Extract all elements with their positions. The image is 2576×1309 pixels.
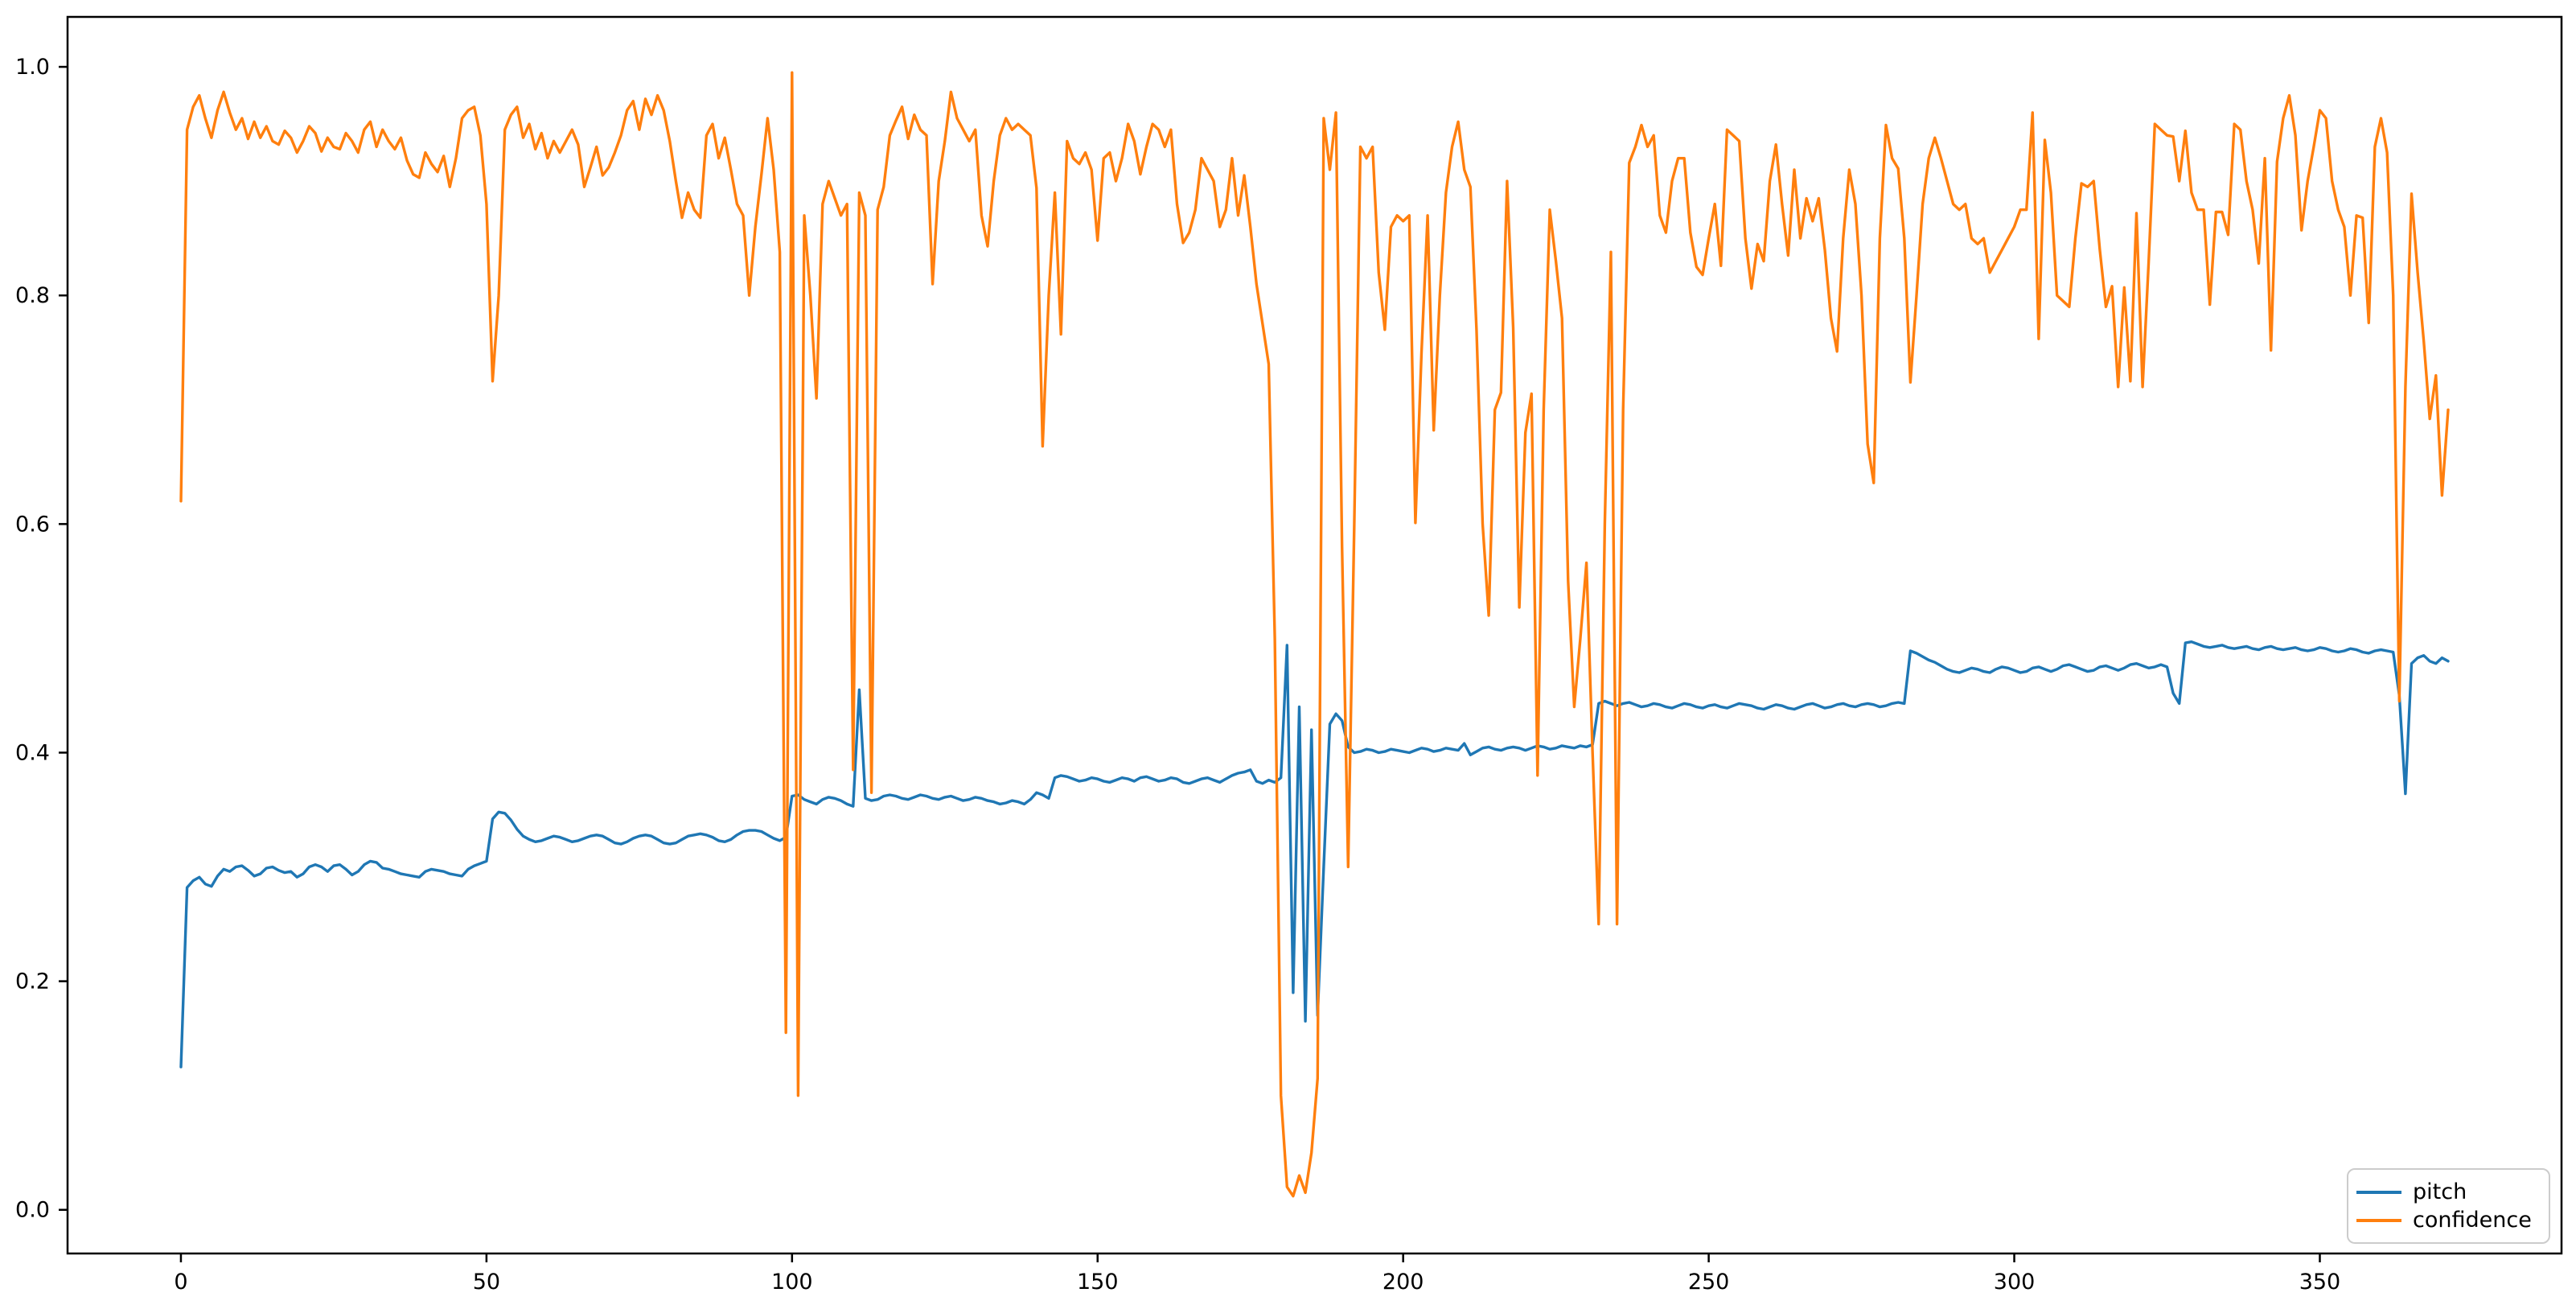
y-tick-label: 0.6 bbox=[15, 512, 50, 537]
confidence-line bbox=[179, 71, 2450, 1198]
y-tick-label: 0.2 bbox=[15, 969, 50, 994]
x-tick-label: 150 bbox=[1077, 1270, 1119, 1295]
y-tick-label: 0.8 bbox=[15, 283, 50, 308]
x-tick-label: 300 bbox=[1994, 1270, 2036, 1295]
plot-border bbox=[66, 15, 2563, 1255]
x-tick-label: 100 bbox=[771, 1270, 813, 1295]
legend-item-confidence: confidence bbox=[2356, 1209, 2541, 1231]
legend-item-pitch: pitch bbox=[2356, 1181, 2541, 1203]
y-tick-label: 0.4 bbox=[15, 740, 50, 765]
x-tick-label: 350 bbox=[2299, 1270, 2341, 1295]
legend-pitch-swatch bbox=[2356, 1190, 2401, 1194]
x-tick-label: 50 bbox=[473, 1270, 500, 1295]
legend: pitch confidence bbox=[2347, 1168, 2550, 1244]
x-tick-label: 200 bbox=[1382, 1270, 1424, 1295]
x-tick-label: 0 bbox=[174, 1270, 187, 1295]
legend-pitch-label: pitch bbox=[2413, 1179, 2467, 1204]
legend-confidence-swatch bbox=[2356, 1218, 2401, 1222]
y-tick-label: 0.0 bbox=[15, 1198, 50, 1223]
legend-confidence-label: confidence bbox=[2413, 1208, 2532, 1233]
y-tick-label: 1.0 bbox=[15, 55, 50, 80]
x-tick-label: 250 bbox=[1688, 1270, 1730, 1295]
pitch-line bbox=[179, 640, 2450, 1068]
